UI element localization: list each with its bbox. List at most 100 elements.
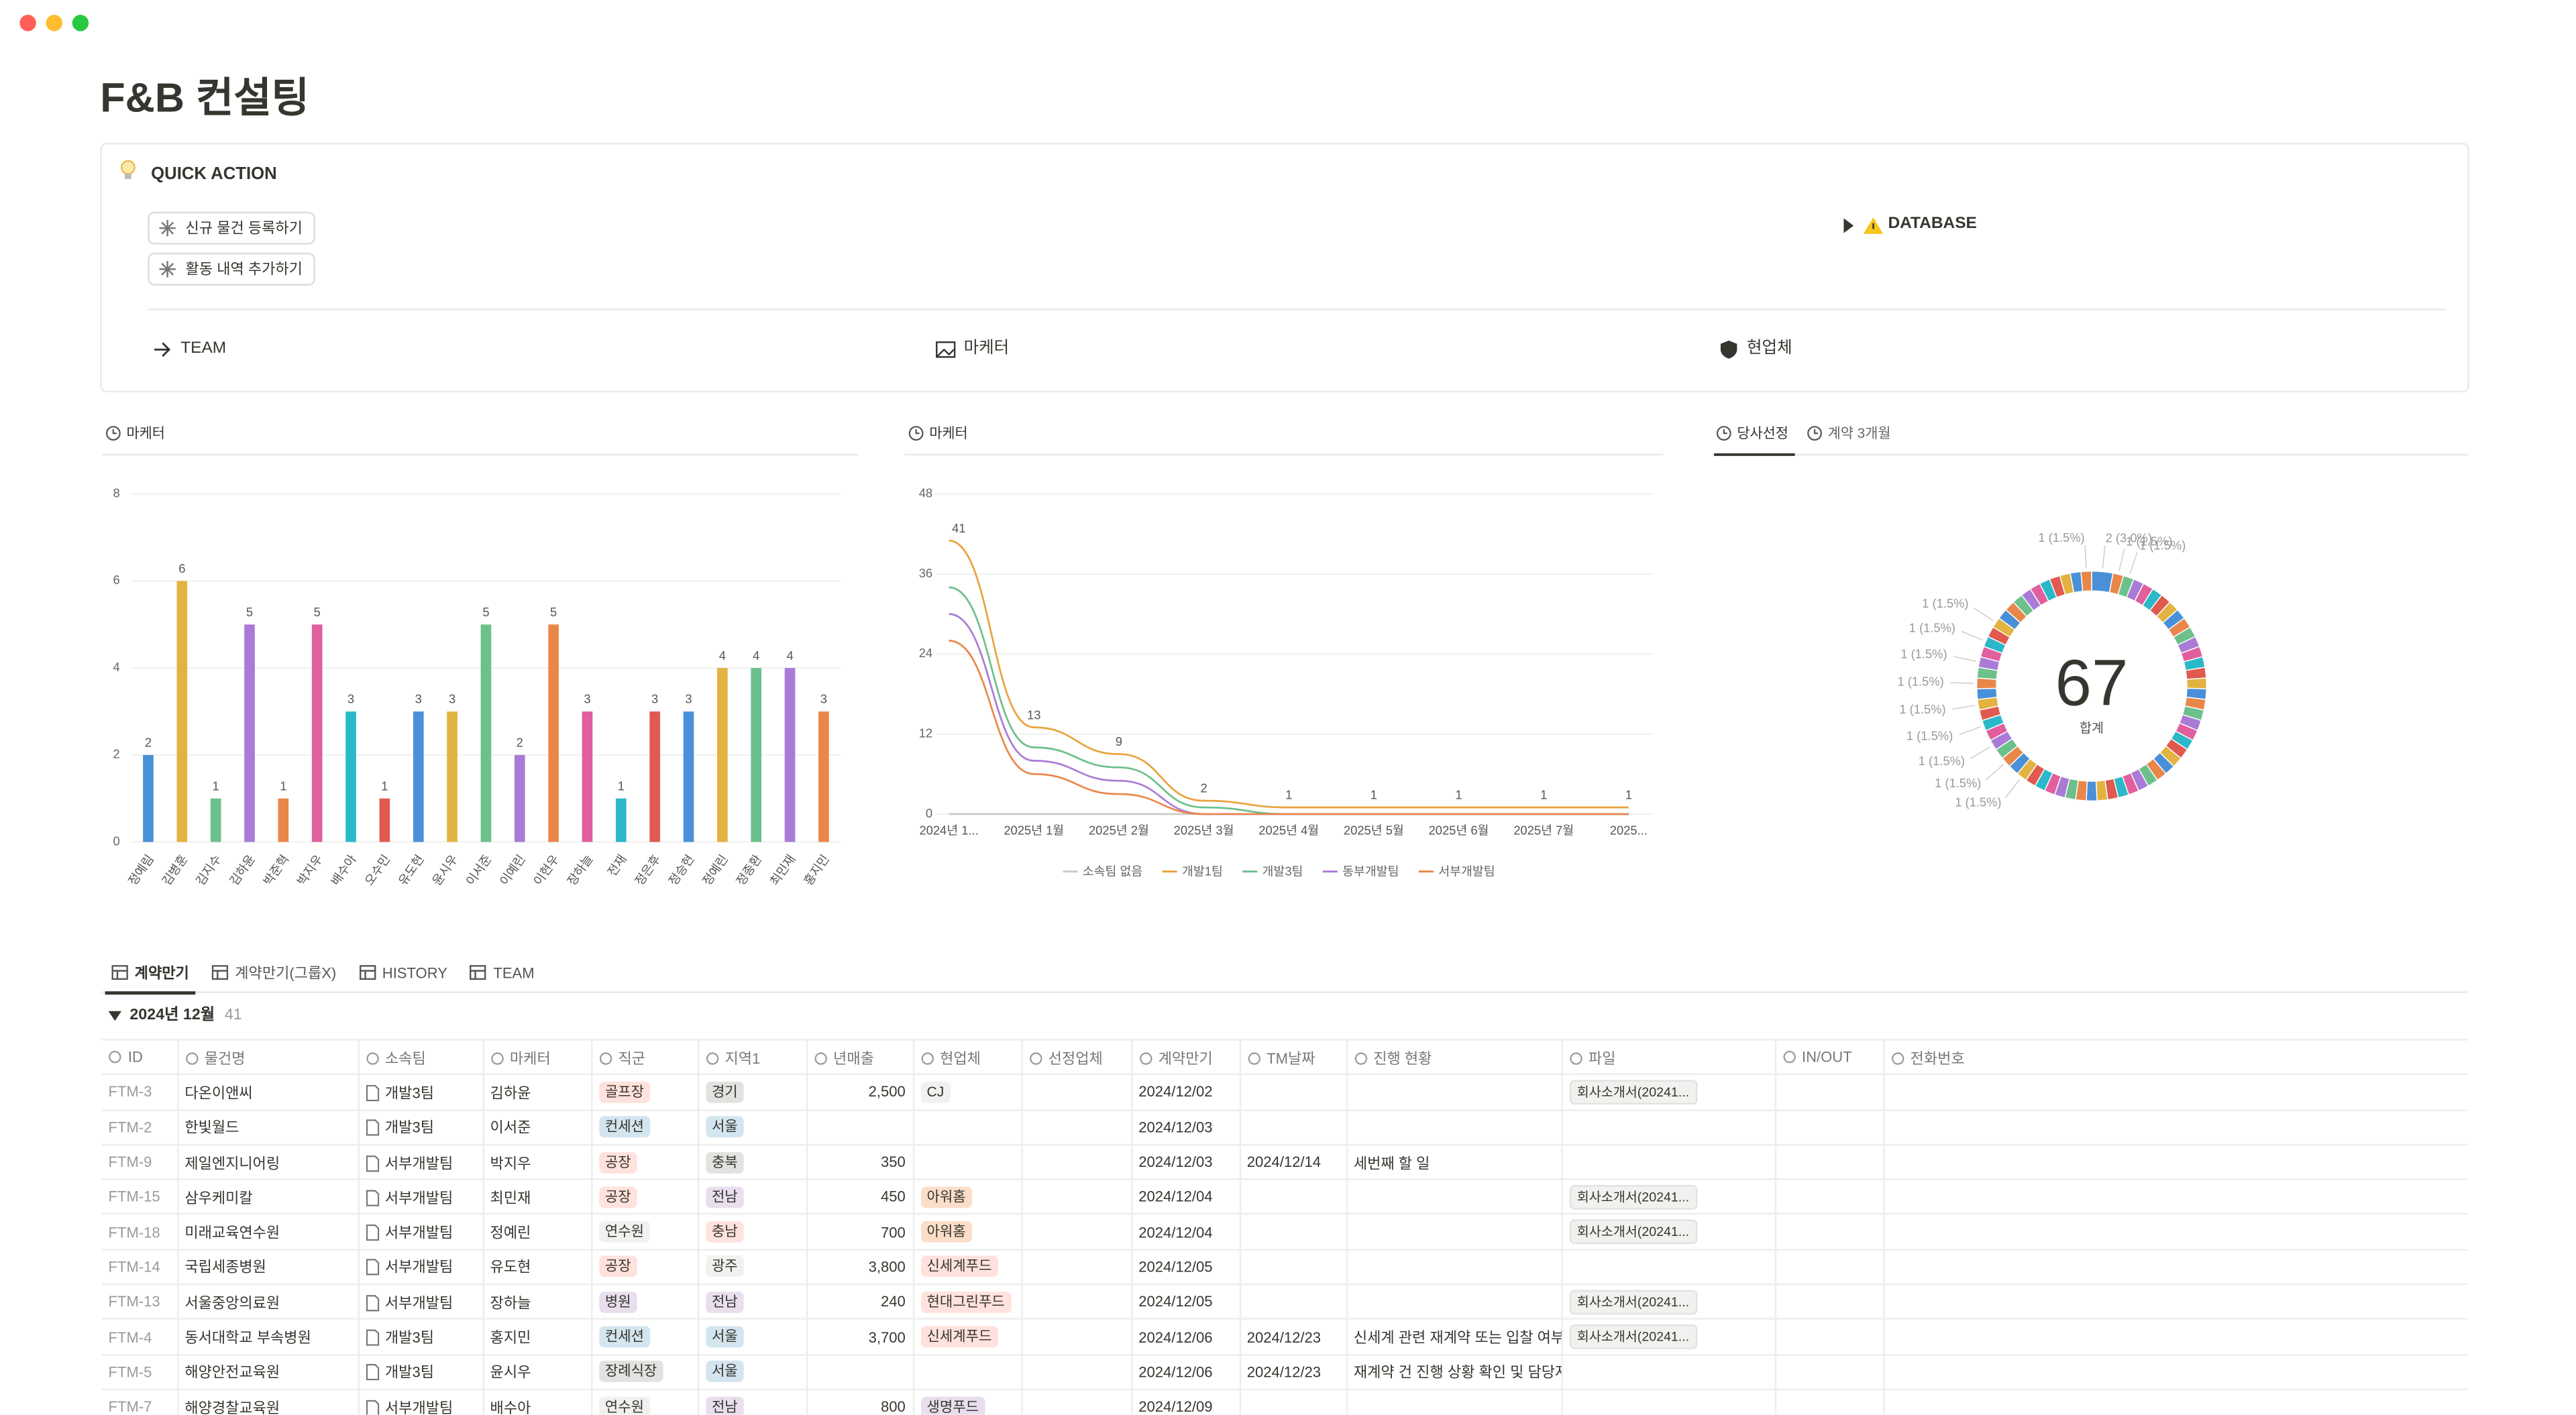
table-row[interactable]: FTM-4 동서대학교 부속병원 개발3팀 홍지민 컨세션 서울 3,700 신세계푸드 202…: [101, 1319, 2468, 1355]
table-row[interactable]: FTM-15 삼우케미칼 서부개발팀 최민재 공장 전남 450 아워홈 2024/12/04 회…: [101, 1179, 2468, 1216]
data-label: 2: [1200, 781, 1207, 795]
tag: 컨세션: [598, 1116, 651, 1138]
table-cell: [1774, 1144, 1884, 1181]
table-row[interactable]: FTM-7 해양경찰교육원 서부개발팀 배수아 연수원 전남 800 생명푸드 2024/12/…: [101, 1389, 2468, 1415]
data-label: 1 (1.5%): [1907, 729, 1953, 743]
column-header[interactable]: 현업체: [912, 1039, 1022, 1076]
table-cell: 신세계푸드: [912, 1319, 1022, 1355]
button[interactable]: 활동 내역 추가하기: [148, 252, 316, 286]
table: ID 물건명 소속팀 마케터 직군 지역1 년매출 현업체 선정업체 계약만기 TM날짜 진행 현황 파…: [101, 1039, 2468, 1415]
column-header[interactable]: TM날짜: [1239, 1039, 1348, 1076]
table-cell: FTM-3: [101, 1074, 178, 1111]
cell-text: 개발3팀: [384, 1364, 434, 1381]
bar: [210, 798, 221, 842]
table-tab[interactable]: HISTORY: [359, 962, 447, 984]
column-header[interactable]: 직군: [591, 1039, 699, 1076]
column-header[interactable]: 년매출: [806, 1039, 914, 1076]
table-row[interactable]: FTM-14 국립세종병원 서부개발팀 유도현 공장 광주 3,800 신세계푸드 2024/1…: [101, 1249, 2468, 1286]
icon: [365, 1399, 379, 1415]
file-chip[interactable]: 회사소개서(20241...: [1568, 1219, 1698, 1245]
table-row[interactable]: FTM-18 미래교육연수원 서부개발팀 정예린 연수원 충남 700 아워홈 2024/12/…: [101, 1214, 2468, 1251]
bar: [683, 711, 694, 842]
file-chip[interactable]: 회사소개서(20241...: [1568, 1184, 1698, 1210]
column-header[interactable]: 전화번호: [1883, 1039, 2468, 1076]
column-header[interactable]: 마케터: [482, 1039, 592, 1076]
column-header[interactable]: 파일: [1561, 1039, 1776, 1076]
cell-text: 삼우케미칼: [184, 1189, 253, 1206]
column-header[interactable]: 소속팀: [358, 1039, 484, 1076]
column-header[interactable]: IN/OUT: [1774, 1039, 1884, 1076]
y-tick-label: 2: [113, 747, 119, 761]
link[interactable]: 현업체: [1719, 338, 1792, 361]
table-cell: CJ: [912, 1074, 1022, 1111]
line: [949, 586, 1629, 815]
x-tick-label: 김하윤: [227, 852, 258, 889]
table-row[interactable]: FTM-9 제일엔지니어링 서부개발팀 박지우 공장 충북 350 2024/12/03 202…: [101, 1144, 2468, 1181]
window-minimize[interactable]: [46, 15, 63, 32]
table-row[interactable]: FTM-2 한빛월드 개발3팀 이서준 컨세션 서울 2024/12/03: [101, 1109, 2468, 1146]
table-tab[interactable]: 계약만기(그룹X): [212, 962, 336, 984]
tag: 골프장: [598, 1081, 651, 1103]
table-cell: 서부개발팀: [358, 1389, 484, 1415]
table-cell: 홍지민: [482, 1319, 592, 1355]
cell-text: 240: [880, 1294, 906, 1310]
data-label: 1 (1.5%): [1909, 620, 1955, 634]
button-label: 신규 물건 등록하기: [185, 219, 303, 237]
group-count: 41: [224, 1006, 242, 1025]
table-cell: 700: [806, 1214, 914, 1251]
window-zoom[interactable]: [72, 15, 89, 32]
table-cell: [1021, 1074, 1132, 1111]
toggle[interactable]: DATABASE: [1842, 213, 1977, 236]
header-row: ID 물건명 소속팀 마케터 직군 지역1 년매출 현업체 선정업체 계약만기 TM날짜 진행 현황 파…: [101, 1039, 2468, 1076]
table-cell: 정예린: [482, 1214, 592, 1251]
icon: [212, 965, 229, 980]
link[interactable]: TEAM: [153, 338, 226, 361]
table-cell: [1239, 1389, 1348, 1415]
file-chip[interactable]: 회사소개서(20241...: [1568, 1324, 1698, 1349]
table-cell: 충남: [698, 1214, 807, 1251]
tag: 현대그린푸드: [920, 1291, 1012, 1313]
table-cell: [912, 1354, 1022, 1390]
table-tab[interactable]: 계약만기: [105, 962, 196, 995]
table-cell: [1239, 1249, 1348, 1286]
table-cell: 골프장: [591, 1074, 699, 1111]
data-label: 5: [550, 605, 557, 619]
file-chip[interactable]: 회사소개서(20241...: [1568, 1080, 1698, 1105]
table-cell: 3,800: [806, 1249, 914, 1286]
x-tick-label: 2024년 1...: [919, 823, 978, 837]
table-cell: 충북: [698, 1144, 807, 1181]
table-cell: 240: [806, 1284, 914, 1320]
table-cell: 광주: [698, 1249, 807, 1286]
column-header[interactable]: 계약만기: [1131, 1039, 1241, 1076]
column-header-label: 마케터: [509, 1050, 551, 1066]
group-header[interactable]: 2024년 12월 41: [108, 1005, 242, 1027]
cell-text: 2024/12/14: [1246, 1153, 1322, 1171]
file-chip[interactable]: 회사소개서(20241...: [1568, 1289, 1698, 1314]
cell-text: FTM-9: [108, 1153, 152, 1171]
button[interactable]: 신규 물건 등록하기: [148, 211, 316, 245]
table-row[interactable]: FTM-3 다온이앤씨 개발3팀 김하윤 골프장 경기 2,500 CJ 2024/12/02 회…: [101, 1074, 2468, 1111]
table-row[interactable]: FTM-13 서울중앙의료원 서부개발팀 장하늘 병원 전남 240 현대그린푸드 2024/1…: [101, 1284, 2468, 1320]
column-header[interactable]: 선정업체: [1021, 1039, 1132, 1076]
table-cell: 공장: [591, 1179, 699, 1216]
bar: [379, 798, 390, 842]
table-tab[interactable]: TEAM: [470, 962, 535, 984]
bar: [244, 624, 255, 842]
cell-text: 2024/12/04: [1138, 1223, 1213, 1241]
donut-segment: [2086, 781, 2098, 802]
data-label: 1: [213, 779, 219, 793]
tag: 장례식장: [598, 1361, 664, 1383]
column-header[interactable]: 지역1: [698, 1039, 807, 1076]
column-header[interactable]: 진행 현황: [1346, 1039, 1562, 1076]
link[interactable]: 마케터: [936, 338, 1009, 361]
column-header[interactable]: ID: [101, 1039, 178, 1076]
y-tick-label: 36: [919, 566, 932, 580]
tag: 공장: [598, 1256, 638, 1278]
window-close[interactable]: [19, 15, 36, 32]
table-row[interactable]: FTM-5 해양안전교육원 개발3팀 윤시우 장례식장 서울 2024/12/06 2024/…: [101, 1354, 2468, 1390]
tag: 전남: [705, 1291, 745, 1313]
column-header[interactable]: 물건명: [177, 1039, 359, 1076]
icon: [1843, 217, 1884, 234]
icon: [1247, 1052, 1260, 1064]
bar: [514, 754, 525, 842]
